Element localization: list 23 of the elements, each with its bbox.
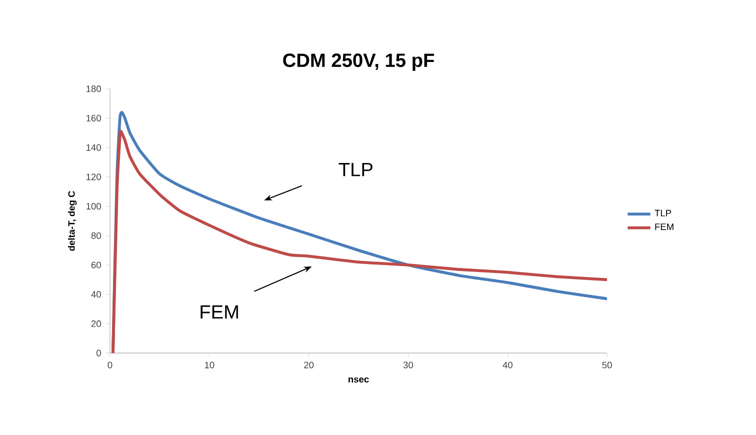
chart-title: CDM 250V, 15 pF bbox=[283, 53, 434, 71]
x-tick-label: 20 bbox=[304, 362, 314, 368]
x-axis-title: nsec bbox=[348, 377, 369, 382]
y-tick-label: 60 bbox=[91, 262, 101, 268]
legend-label: FEM bbox=[655, 224, 674, 230]
y-tick-label: 160 bbox=[86, 114, 101, 122]
y-axis-title: delta-T, deg C bbox=[68, 190, 77, 251]
x-tick-label: 0 bbox=[108, 362, 112, 368]
y-tick-label: 100 bbox=[86, 202, 101, 210]
y-tick-label: 140 bbox=[86, 144, 101, 151]
x-tick-label: 30 bbox=[403, 362, 414, 368]
y-tick-label: 180 bbox=[86, 86, 101, 92]
annotation: FEM bbox=[200, 305, 238, 318]
y-tick-label: 120 bbox=[86, 174, 101, 180]
x-tick-label: 40 bbox=[502, 362, 512, 368]
x-tick-label: 10 bbox=[204, 362, 214, 368]
legend-label: TLP bbox=[654, 210, 672, 216]
y-tick-label: 20 bbox=[91, 320, 101, 327]
y-tick-label: 40 bbox=[91, 291, 101, 298]
y-tick-label: 80 bbox=[91, 232, 101, 239]
annotation: TLP bbox=[338, 162, 372, 176]
x-tick-label: 50 bbox=[602, 362, 612, 368]
y-tick-label: 0 bbox=[96, 350, 101, 356]
